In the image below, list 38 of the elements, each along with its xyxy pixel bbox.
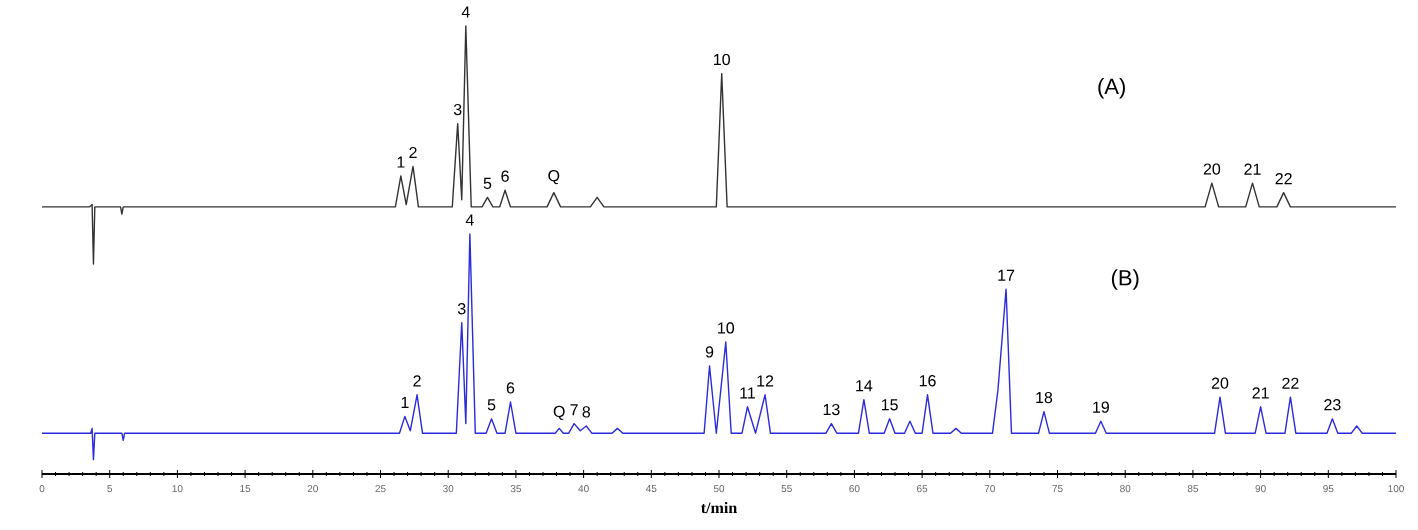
annotation: 22 bbox=[1275, 173, 1292, 185]
annotation: 1 bbox=[397, 156, 405, 168]
annotation: 9 bbox=[705, 346, 714, 358]
annotation: 10 bbox=[714, 53, 730, 66]
annotation: 14 bbox=[856, 380, 873, 392]
annotation: 12 bbox=[757, 375, 774, 387]
annotation: 21 bbox=[1252, 387, 1269, 399]
annotation: 4 bbox=[461, 6, 470, 18]
annotation: 7 bbox=[570, 404, 578, 416]
annotation: Q bbox=[553, 405, 565, 420]
annotation: 17 bbox=[998, 269, 1015, 281]
annotation: 20 bbox=[1211, 377, 1229, 389]
annotation: 15 bbox=[881, 399, 898, 411]
annotation: Q bbox=[548, 170, 560, 185]
annotation: (A) bbox=[1098, 78, 1125, 99]
annotation: 20 bbox=[1203, 163, 1221, 175]
annotation: 3 bbox=[453, 103, 462, 116]
annotation: 2 bbox=[409, 146, 417, 159]
annotation: 1 bbox=[401, 396, 409, 408]
annotation: 8 bbox=[582, 406, 591, 418]
annotation: 2 bbox=[413, 375, 421, 387]
x-axis-title: t/min bbox=[701, 501, 737, 514]
annotation: 3 bbox=[457, 303, 466, 315]
annotation: 6 bbox=[506, 382, 515, 394]
annotation: 16 bbox=[919, 375, 936, 387]
annotation: 22 bbox=[1282, 377, 1299, 389]
annotation: 10 bbox=[718, 322, 735, 334]
annotation: 21 bbox=[1244, 163, 1261, 175]
annotation: 13 bbox=[823, 403, 840, 416]
annotation: 18 bbox=[1036, 391, 1053, 404]
annotation: 4 bbox=[465, 214, 474, 226]
annotation: 5 bbox=[487, 399, 496, 411]
annotation: (B) bbox=[1111, 269, 1139, 290]
annotation: 6 bbox=[501, 170, 509, 182]
annotation: 19 bbox=[1093, 401, 1109, 413]
annotation: 5 bbox=[483, 177, 492, 189]
annotation: 23 bbox=[1324, 399, 1341, 411]
annotation: 11 bbox=[740, 387, 755, 399]
